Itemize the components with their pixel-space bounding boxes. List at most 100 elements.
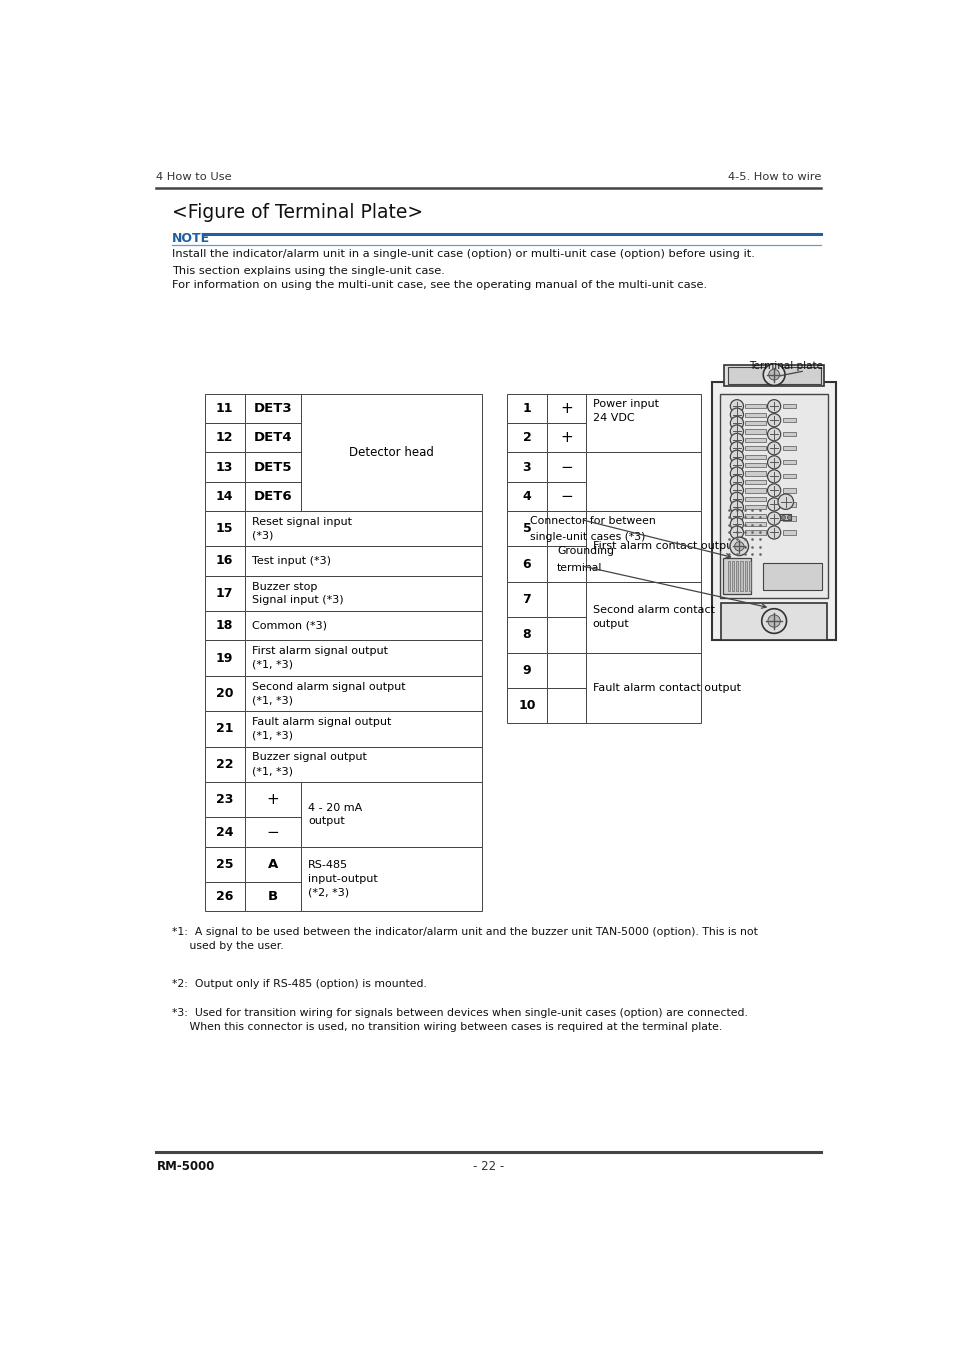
Bar [245,611,481,640]
Text: DET6: DET6 [253,490,292,503]
Circle shape [730,416,742,430]
Text: +: + [559,430,572,446]
Circle shape [730,467,742,480]
Bar [506,546,546,582]
Bar [744,488,765,493]
Text: Fault alarm signal output
(*1, *3): Fault alarm signal output (*1, *3) [252,717,391,740]
Circle shape [767,470,780,482]
Bar [245,882,301,912]
Text: Power input: Power input [592,399,659,408]
Text: Connector for between: Connector for between [530,516,655,526]
Text: First alarm contact output: First alarm contact output [592,542,737,551]
Bar [245,394,301,423]
Circle shape [729,538,748,555]
Circle shape [730,492,742,505]
Bar [546,423,585,453]
Text: 23: 23 [215,793,233,807]
Bar [301,847,481,912]
Text: 4-5. How to wire: 4-5. How to wire [727,172,821,182]
Bar [744,531,765,535]
Bar [546,394,585,423]
Bar [245,676,481,711]
Circle shape [730,434,742,446]
Bar [204,546,245,576]
Circle shape [760,609,785,634]
Text: 9: 9 [522,663,531,677]
Text: 10: 10 [517,700,535,712]
Text: RM-5000: RM-5000 [156,1161,214,1173]
Text: 16: 16 [215,554,233,567]
Circle shape [730,408,742,422]
Bar [744,480,765,484]
Text: A: A [268,858,278,871]
Circle shape [767,400,780,413]
Text: Buzzer stop
Signal input (*3): Buzzer stop Signal input (*3) [252,581,343,605]
Text: 11: 11 [215,403,233,415]
Bar [546,688,585,723]
Text: 4 - 20 mA
output: 4 - 20 mA output [308,802,362,825]
Bar [781,417,795,423]
Bar [546,511,585,546]
Bar [245,453,301,482]
Circle shape [767,428,780,440]
Text: RS-485
input-output
(*2, *3): RS-485 input-output (*2, *3) [308,861,377,897]
Bar [506,617,546,653]
Circle shape [730,509,742,523]
Text: 12: 12 [215,431,233,444]
Text: 14: 14 [215,490,233,503]
Circle shape [730,442,742,455]
Text: 6: 6 [522,558,531,570]
Text: DET3: DET3 [253,403,292,415]
Circle shape [730,426,742,438]
Circle shape [730,476,742,489]
Text: 24: 24 [215,825,233,839]
Circle shape [730,458,742,471]
Bar [204,882,245,912]
Bar [506,653,546,688]
Text: 4: 4 [522,490,531,503]
Bar [546,617,585,653]
Bar [720,394,827,598]
Text: Reset signal input
(*3): Reset signal input (*3) [252,517,352,540]
Bar [506,394,546,423]
Text: 25: 25 [215,858,233,871]
Bar [546,453,585,482]
Bar [245,782,301,817]
Text: 18: 18 [215,619,233,632]
Bar [744,404,765,408]
Circle shape [768,369,779,380]
Bar [736,561,738,590]
Bar [204,394,245,423]
Bar [204,640,245,676]
Bar [585,511,700,582]
Bar [204,817,245,847]
Bar [585,582,700,653]
Circle shape [767,484,780,497]
Bar [245,423,301,453]
Bar [204,747,245,782]
Text: 13: 13 [215,461,233,474]
Bar [781,488,795,493]
Circle shape [767,413,780,427]
Bar [781,461,795,465]
Bar [781,432,795,436]
Bar [546,482,585,511]
Circle shape [767,455,780,469]
Text: 21: 21 [215,723,233,735]
Text: −: − [559,489,572,504]
Bar [780,513,790,520]
Text: −: − [559,459,572,474]
Bar [546,546,585,582]
Bar [506,453,546,482]
Text: 24 VDC: 24 VDC [592,413,634,423]
Text: 1: 1 [522,403,531,415]
Text: Install the indicator/alarm unit in a single-unit case (option) or multi-unit ca: Install the indicator/alarm unit in a si… [172,249,754,259]
Bar [245,482,301,511]
Circle shape [734,542,743,551]
Bar [761,563,821,590]
Bar [506,688,546,723]
Text: 15: 15 [215,521,233,535]
Text: 19: 19 [215,651,233,665]
Bar [204,423,245,453]
Bar [204,482,245,511]
